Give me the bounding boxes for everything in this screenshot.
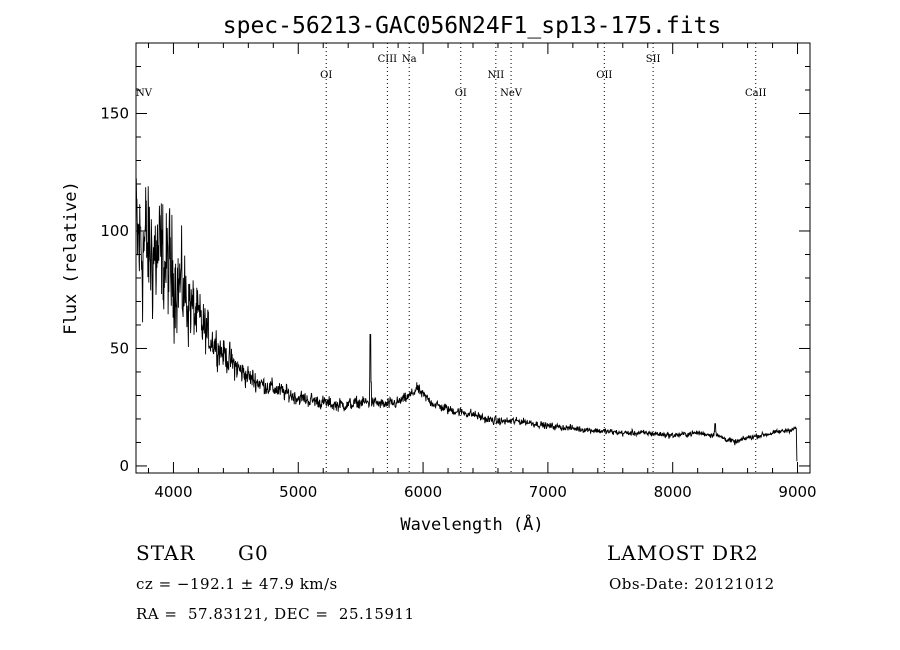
plot-frame: [135, 42, 811, 474]
x-tick-label: 5000: [279, 483, 317, 501]
line-marker-label: OI: [320, 70, 332, 81]
y-tick-label: 0: [119, 457, 129, 475]
survey-name: LAMOST DR2: [607, 541, 759, 565]
line-marker-label: Na: [402, 54, 417, 65]
line-marker-label: NII: [488, 70, 505, 81]
y-axis-label: Flux (relative): [61, 181, 81, 335]
y-tick-label: 100: [100, 222, 129, 240]
line-marker-label: SII: [646, 54, 661, 65]
object-class: STAR: [136, 541, 196, 565]
y-tick-label: 50: [110, 339, 129, 357]
x-tick-label: 7000: [529, 483, 567, 501]
line-marker-label: OI: [455, 88, 467, 99]
x-tick-label: 9000: [778, 483, 816, 501]
obs-date: Obs-Date: 20121012: [609, 575, 775, 593]
x-axis-label: Wavelength (Å): [400, 513, 543, 535]
subclass: G0: [238, 541, 269, 565]
line-marker-label: CaII: [745, 88, 767, 99]
plot-area: 4000 5000 6000 7000 8000 9000 0 50 100 150 NV OI CII…: [100, 42, 817, 501]
line-marker-label: NeV: [500, 88, 523, 99]
line-marker-label: OII: [596, 70, 612, 81]
x-tick-label: 6000: [404, 483, 442, 501]
y-tick-label: 150: [100, 104, 129, 122]
coordinates: RA = 57.83121, DEC = 25.15911: [136, 605, 415, 623]
chart-title: spec-56213-GAC056N24F1_sp13-175.fits: [223, 13, 722, 39]
line-marker-label: CIII: [378, 54, 398, 65]
line-marker-label: NV: [136, 88, 153, 99]
redshift-text: cz = −192.1 ± 47.9 km/s: [136, 575, 338, 593]
x-tick-label: 4000: [154, 483, 192, 501]
x-tick-label: 8000: [654, 483, 692, 501]
spectrum-line: [135, 178, 798, 462]
